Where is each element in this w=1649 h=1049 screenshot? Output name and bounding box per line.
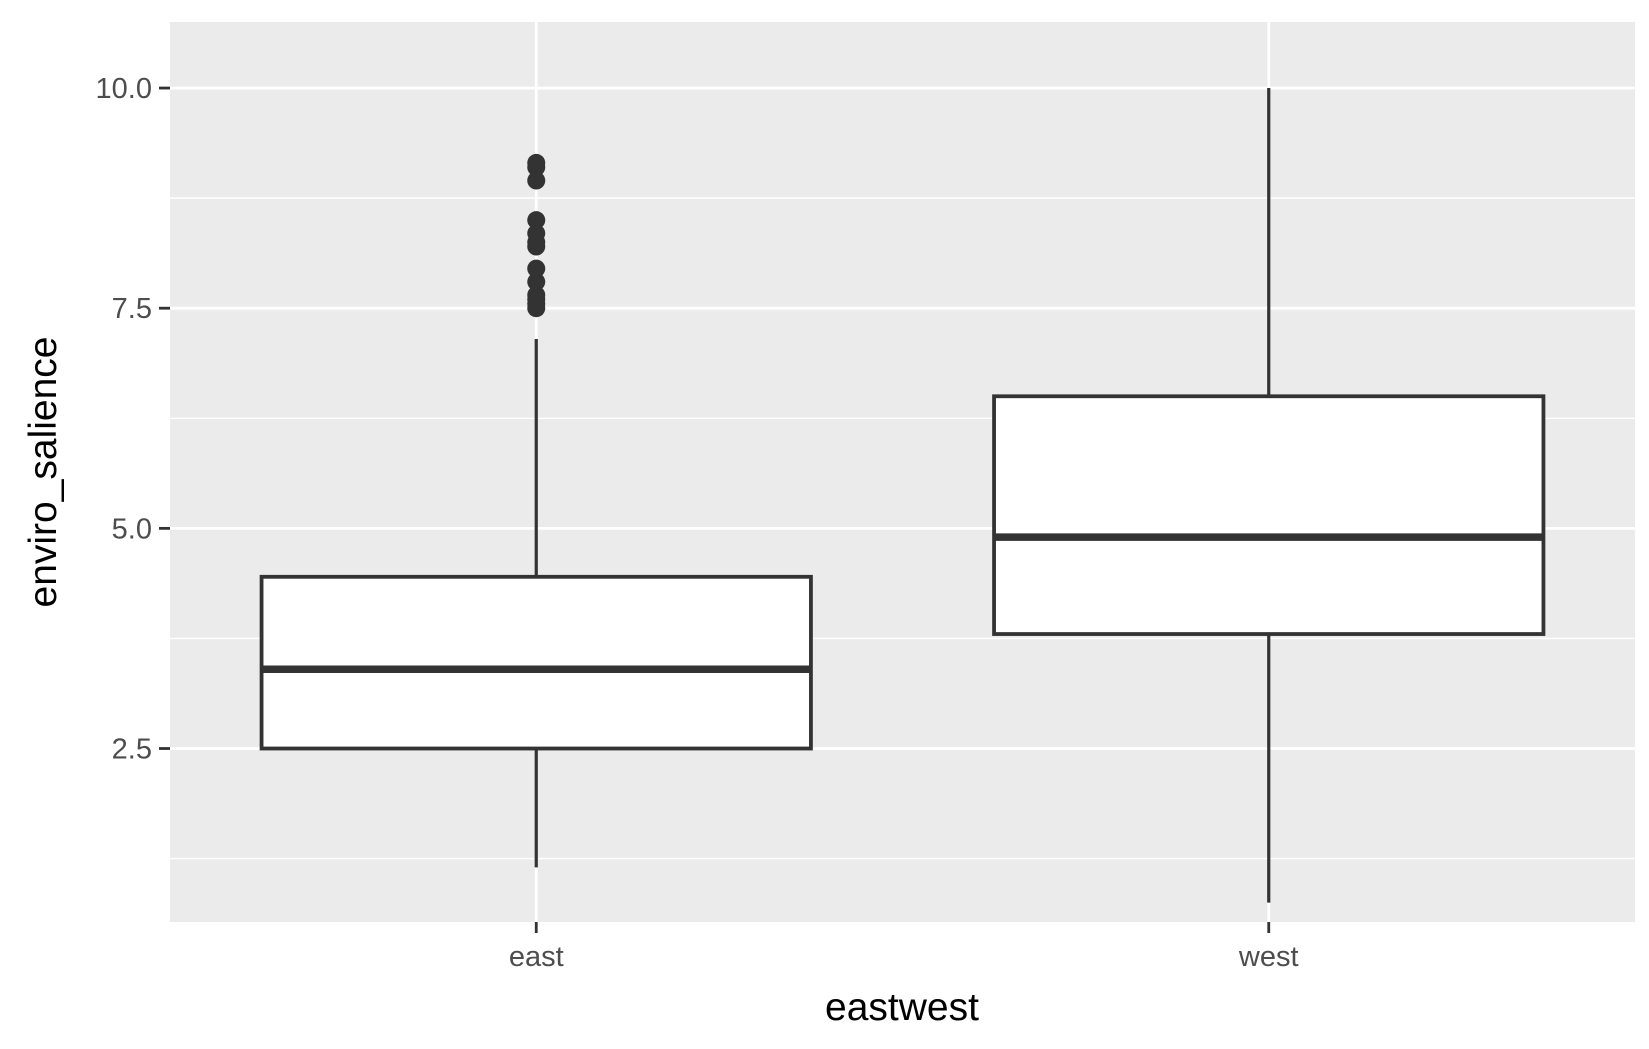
- box-east: [259, 153, 813, 868]
- x-axis-title: eastwest: [825, 986, 979, 1029]
- y-axis-title: enviro_salience: [22, 336, 65, 607]
- box-body: [992, 394, 1546, 636]
- y-tick-label: 7.5: [112, 293, 152, 325]
- boxes: [259, 88, 1546, 903]
- x-tick-label: west: [1238, 941, 1299, 973]
- x-axis: east west: [509, 922, 1299, 973]
- outlier-point: [527, 224, 546, 243]
- y-tick-label: 10.0: [96, 73, 152, 105]
- y-tick-label: 2.5: [112, 734, 152, 766]
- outlier-point: [527, 153, 546, 172]
- y-tick-label: 5.0: [112, 513, 152, 545]
- outlier-point: [527, 272, 546, 291]
- x-tick-label: east: [509, 941, 564, 973]
- box-west: [992, 88, 1546, 903]
- box-body: [259, 574, 813, 751]
- outlier-point: [527, 259, 546, 278]
- y-axis: 2.5 5.0 7.5 10.0: [96, 73, 170, 766]
- outlier-point: [527, 171, 546, 190]
- outlier-point: [527, 285, 546, 304]
- outlier-point: [527, 211, 546, 230]
